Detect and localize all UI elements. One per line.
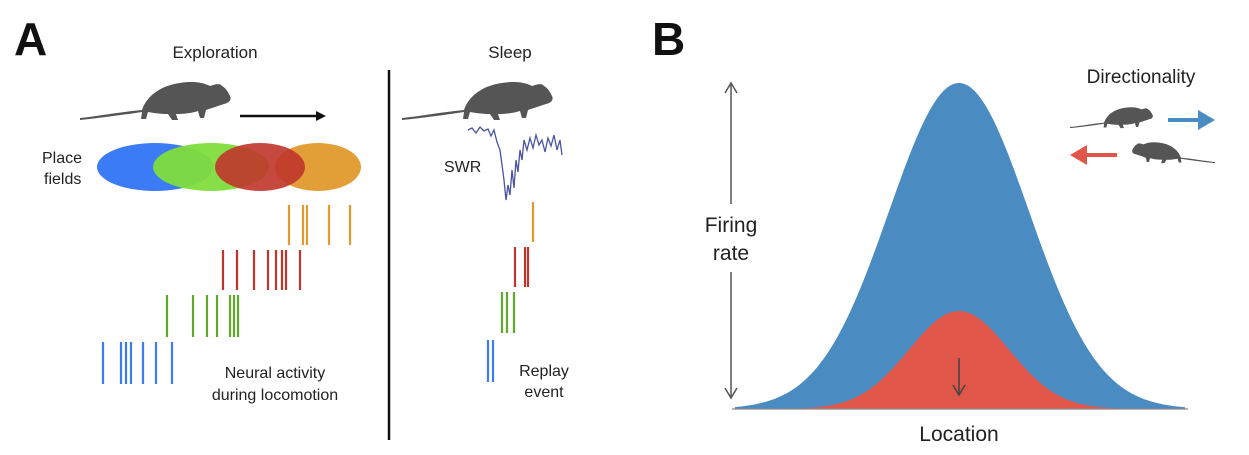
place-fields xyxy=(97,143,361,191)
replay-label-line2: event xyxy=(524,384,564,401)
forward-arrow xyxy=(1168,110,1215,130)
backward-rat-icon xyxy=(1132,142,1215,164)
directionality-title: Directionality xyxy=(1087,67,1196,88)
firing-rate-label-line1: Firing xyxy=(705,214,758,237)
raster-red xyxy=(221,250,302,290)
swr-trace xyxy=(467,125,563,201)
replay-green xyxy=(500,292,516,333)
exploration-raster xyxy=(101,205,352,384)
backward-tuning-curve xyxy=(735,311,1185,409)
neural-activity-label-line2: during locomotion xyxy=(212,387,338,404)
forward-rat-icon xyxy=(1070,107,1153,129)
replay-label-line1: Replay xyxy=(519,363,569,380)
place-fields-label-line2: fields xyxy=(44,171,81,188)
backward-arrow xyxy=(1070,145,1117,165)
place-field-red xyxy=(215,143,305,191)
direction-arrow-head xyxy=(316,111,326,121)
decrease-arrow xyxy=(952,358,966,397)
firing-rate-label-line2: rate xyxy=(713,242,749,265)
replay-raster xyxy=(486,202,535,382)
raster-blue xyxy=(101,342,174,384)
exploration-rat-icon xyxy=(80,82,231,120)
place-fields-label-line1: Place xyxy=(42,150,82,167)
sleep-title: Sleep xyxy=(488,43,531,62)
forward-tuning-curve xyxy=(735,83,1185,409)
swr-label: SWR xyxy=(444,159,481,176)
replay-blue xyxy=(486,340,495,382)
exploration-title: Exploration xyxy=(172,43,257,62)
neural-activity-label-line1: Neural activity xyxy=(225,365,325,382)
firing-rate-axis-arrow xyxy=(724,81,738,400)
raster-green xyxy=(165,295,240,337)
raster-orange xyxy=(287,205,352,245)
panel-b-label: B xyxy=(652,13,685,65)
sleep-rat-icon xyxy=(402,82,553,120)
replay-red xyxy=(513,247,530,287)
panel-a-label: A xyxy=(14,13,47,65)
location-label: Location xyxy=(919,423,998,446)
